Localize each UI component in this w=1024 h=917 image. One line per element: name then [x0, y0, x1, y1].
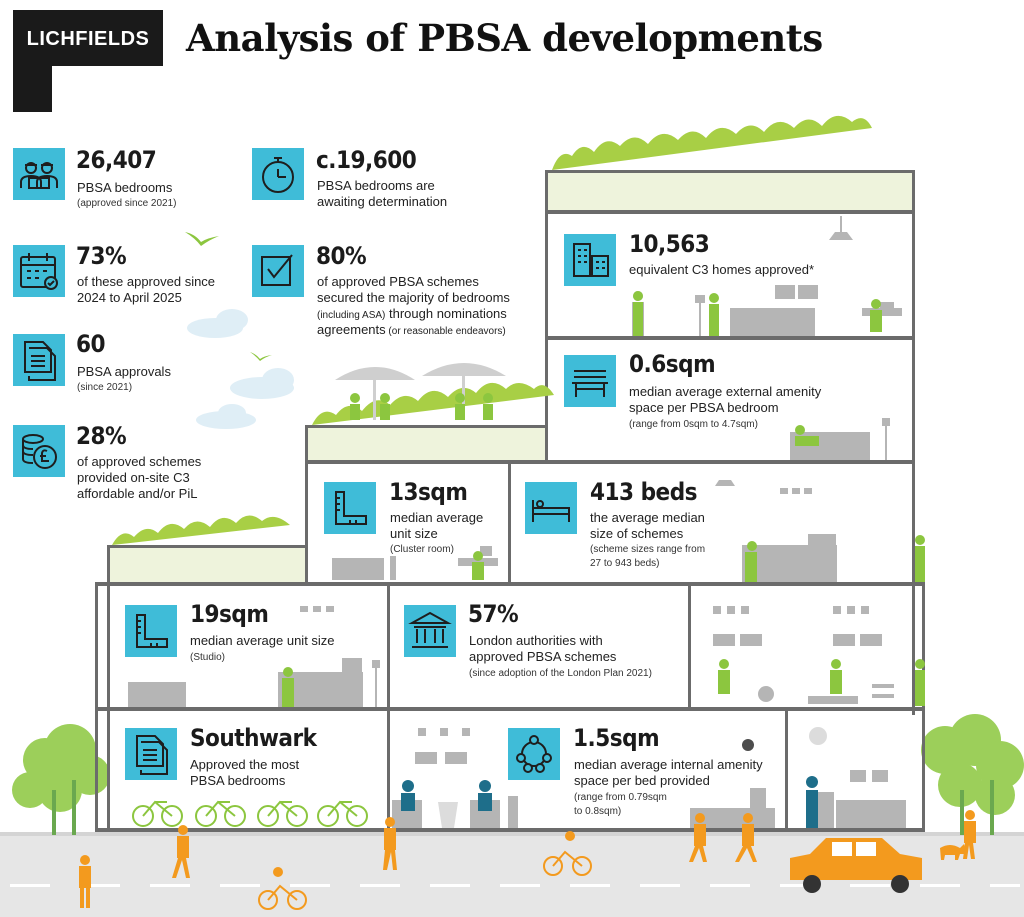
ruler-icon [125, 605, 177, 657]
bedrooms-note: (approved since 2021) [77, 198, 177, 209]
bedrooms-value: 26,407 [76, 146, 157, 174]
pct80-value: 80% [316, 242, 367, 270]
studio-line1: median average unit size [190, 633, 335, 648]
internal-line1: median average internal amenity [574, 757, 763, 772]
pct73-line2: 2024 to April 2025 [77, 290, 182, 305]
southwark-line2: PBSA bedrooms [190, 773, 286, 788]
pct73-value: 73% [76, 242, 127, 270]
pct28-line3: affordable and/or PiL [77, 486, 198, 501]
beds413-line1: the average median [590, 510, 705, 525]
cluster-value: 13sqm [389, 478, 468, 506]
external-value: 0.6sqm [629, 350, 716, 378]
cloud-icon [187, 309, 294, 429]
approvals-value: 60 [76, 330, 106, 358]
pct73-line1: of these approved since [77, 274, 216, 289]
internal-value: 1.5sqm [573, 724, 660, 752]
bed-icon [525, 482, 577, 534]
beds413-value: 413 beds [590, 478, 698, 506]
logo: LICHFIELDS [26, 28, 150, 50]
workers-icon [13, 148, 65, 200]
ruler-icon [324, 482, 376, 534]
pct28-line1: of approved schemes [77, 454, 202, 469]
c3homes-value: 10,563 [629, 230, 710, 258]
bedrooms-label: PBSA bedrooms [77, 180, 173, 195]
awaiting-line2: awaiting determination [317, 194, 448, 209]
institution-icon [404, 605, 456, 657]
internal-line2: space per bed provided [574, 773, 710, 788]
checkbox-icon [252, 245, 304, 297]
pct28-line2: provided on-site C3 [77, 470, 190, 485]
beds413-note1: (scheme sizes range from [590, 544, 706, 555]
london-line1: London authorities with [469, 633, 603, 648]
pct80-line3-text: through nominations [385, 306, 507, 321]
cluster-note: (Cluster room) [390, 544, 454, 555]
london-value: 57% [468, 600, 519, 628]
pct80-line4-text: agreements [317, 322, 386, 337]
studio-note: (Studio) [190, 652, 226, 663]
c3homes-label: equivalent C3 homes approved* [629, 262, 815, 277]
awaiting-line1: PBSA bedrooms are [317, 178, 435, 193]
pct28-value: 28% [76, 422, 127, 450]
approvals-label: PBSA approvals [77, 364, 171, 379]
studio-value: 19sqm [190, 600, 269, 628]
approvals-note: (since 2021) [77, 382, 133, 393]
beds413-line2: size of schemes [590, 526, 684, 541]
london-note: (since adoption of the London Plan 2021) [469, 668, 652, 679]
people-network-icon [508, 728, 560, 780]
pct80-line3-note: (including ASA) [317, 310, 386, 321]
coins-icon [13, 425, 65, 477]
page-title: Analysis of PBSA developments [186, 16, 823, 60]
awaiting-value: c.19,600 [316, 146, 417, 174]
london-line2: approved PBSA schemes [469, 649, 617, 664]
pct80-line3: (including ASA) through nominations [317, 306, 507, 324]
pct80-line4-note: (or reasonable endeavors) [385, 326, 506, 337]
documents-icon [125, 728, 177, 780]
calendar-icon [13, 245, 65, 297]
pct80-line4: agreements (or reasonable endeavors) [317, 322, 506, 340]
beds413-note2: 27 to 943 beds) [590, 558, 660, 569]
logo-notch [52, 66, 163, 112]
stopwatch-icon [252, 148, 304, 200]
external-note: (range from 0sqm to 4.7sqm) [629, 419, 758, 430]
southwark-value: Southwark [190, 724, 317, 752]
pct80-line1: of approved PBSA schemes [317, 274, 479, 289]
southwark-line1: Approved the most [190, 757, 300, 772]
bench-icon [564, 355, 616, 407]
external-line2: space per PBSA bedroom [629, 400, 779, 415]
internal-note2: to 0.8sqm) [574, 806, 622, 817]
documents-icon [13, 334, 65, 386]
buildings-icon [564, 234, 616, 286]
cluster-line2: unit size [390, 526, 438, 541]
pct80-line2: secured the majority of bedrooms [317, 290, 510, 305]
external-line1: median average external amenity [629, 384, 822, 399]
cluster-line1: median average [390, 510, 484, 525]
internal-note1: (range from 0.79sqm [574, 792, 667, 803]
